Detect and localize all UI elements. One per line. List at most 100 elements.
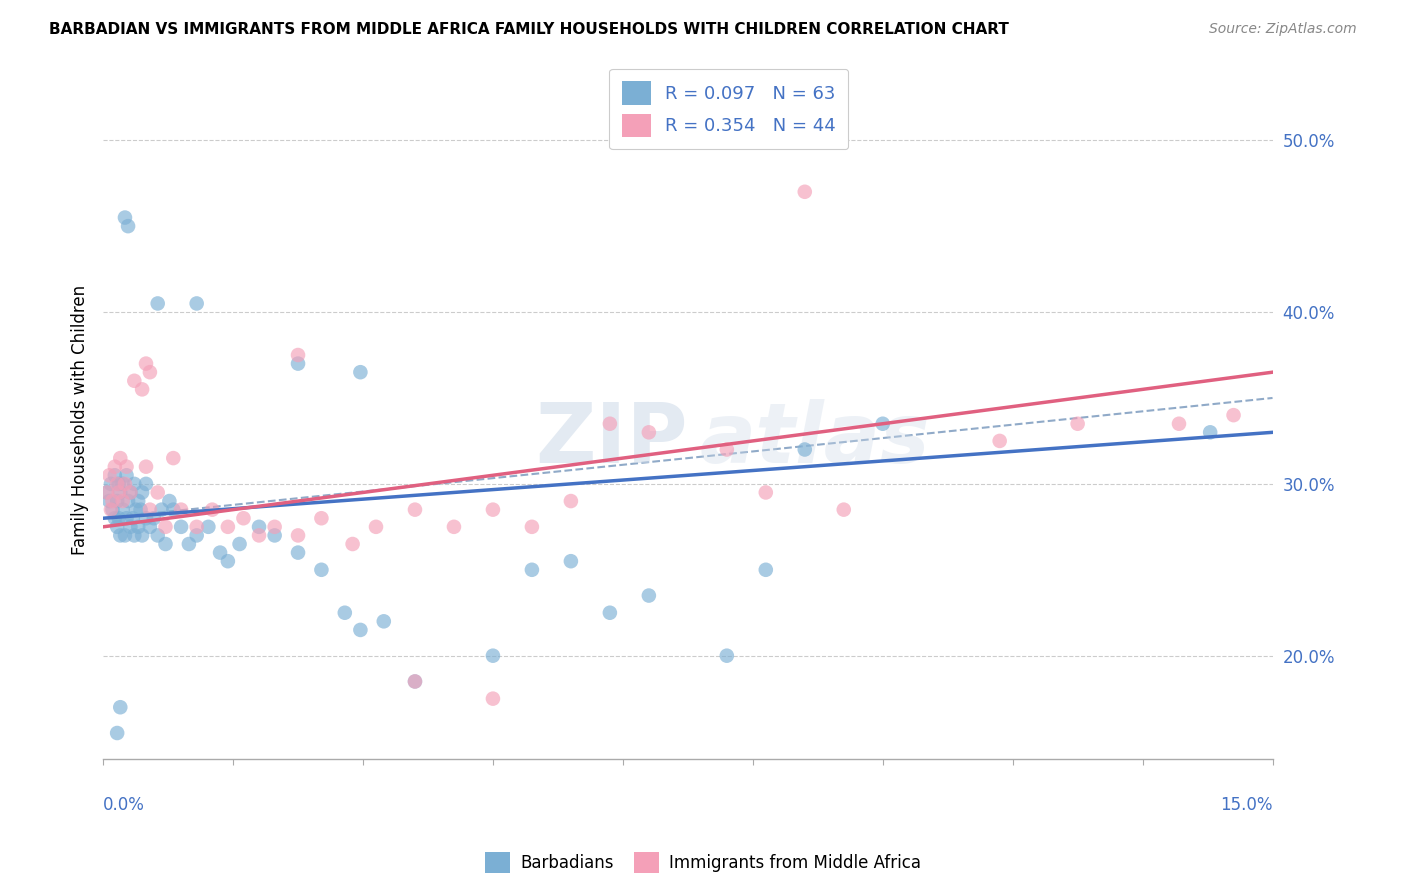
Point	[114, 211, 136, 225]
Point	[146, 296, 169, 310]
Point	[104, 511, 127, 525]
Point	[599, 417, 621, 431]
Point	[139, 502, 162, 516]
Point	[120, 520, 142, 534]
Point	[228, 537, 250, 551]
Point	[146, 485, 169, 500]
Point	[1066, 417, 1088, 431]
Point	[139, 365, 162, 379]
Point	[131, 383, 153, 397]
Point	[793, 442, 815, 457]
Point	[114, 528, 136, 542]
Point	[1222, 408, 1244, 422]
Point	[98, 468, 121, 483]
Point	[755, 485, 778, 500]
Point	[364, 520, 387, 534]
Point	[637, 425, 659, 440]
Point	[127, 520, 149, 534]
Point	[520, 520, 543, 534]
Point	[131, 528, 153, 542]
Point	[107, 511, 129, 525]
Point	[146, 528, 169, 542]
Point	[988, 434, 1011, 448]
Point	[311, 563, 333, 577]
Point	[186, 520, 208, 534]
Point	[404, 674, 426, 689]
Point	[135, 476, 157, 491]
Point	[177, 537, 200, 551]
Point	[125, 502, 148, 516]
Point	[104, 459, 127, 474]
Point	[124, 476, 146, 491]
Point	[872, 417, 894, 431]
Point	[131, 485, 153, 500]
Point	[1199, 425, 1222, 440]
Point	[311, 511, 333, 525]
Text: ZIP: ZIP	[536, 400, 688, 480]
Point	[98, 494, 121, 508]
Point	[124, 528, 146, 542]
Point	[96, 485, 118, 500]
Point	[110, 528, 132, 542]
Point	[155, 537, 177, 551]
Point	[333, 606, 356, 620]
Point	[117, 494, 139, 508]
Point	[101, 502, 124, 516]
Point	[139, 520, 162, 534]
Point	[404, 502, 426, 516]
Point	[117, 219, 139, 234]
Point	[832, 502, 855, 516]
Point	[150, 502, 173, 516]
Point	[716, 648, 738, 663]
Point	[247, 520, 270, 534]
Point	[637, 589, 659, 603]
Point	[129, 502, 152, 516]
Point	[599, 606, 621, 620]
Text: BARBADIAN VS IMMIGRANTS FROM MIDDLE AFRICA FAMILY HOUSEHOLDS WITH CHILDREN CORRE: BARBADIAN VS IMMIGRANTS FROM MIDDLE AFRI…	[49, 22, 1010, 37]
Point	[201, 502, 224, 516]
Point	[287, 357, 309, 371]
Point	[482, 691, 505, 706]
Point	[105, 476, 128, 491]
Point	[162, 502, 184, 516]
Text: 0.0%: 0.0%	[103, 797, 145, 814]
Point	[217, 554, 239, 568]
Point	[114, 476, 136, 491]
Point	[111, 494, 134, 508]
Point	[111, 502, 134, 516]
Point	[115, 459, 138, 474]
Point	[115, 511, 138, 525]
Point	[105, 494, 128, 508]
Point	[100, 476, 122, 491]
Point	[560, 554, 582, 568]
Point	[110, 485, 132, 500]
Point	[157, 494, 180, 508]
Point	[209, 546, 232, 560]
Point	[404, 674, 426, 689]
Point	[135, 357, 157, 371]
Point	[107, 485, 129, 500]
Point	[520, 563, 543, 577]
Point	[121, 511, 143, 525]
Point	[142, 511, 165, 525]
Point	[170, 502, 193, 516]
Point	[263, 528, 285, 542]
Point	[124, 374, 146, 388]
Point	[162, 451, 184, 466]
Point	[120, 485, 142, 500]
Point	[342, 537, 364, 551]
Point	[104, 468, 127, 483]
Point	[287, 546, 309, 560]
Point	[100, 502, 122, 516]
Point	[232, 511, 254, 525]
Point	[111, 476, 134, 491]
Point	[349, 365, 371, 379]
Point	[105, 726, 128, 740]
Point	[716, 442, 738, 457]
Point	[217, 520, 239, 534]
Point	[155, 520, 177, 534]
Point	[443, 520, 465, 534]
Y-axis label: Family Households with Children: Family Households with Children	[72, 285, 89, 555]
Point	[1168, 417, 1191, 431]
Point	[186, 296, 208, 310]
